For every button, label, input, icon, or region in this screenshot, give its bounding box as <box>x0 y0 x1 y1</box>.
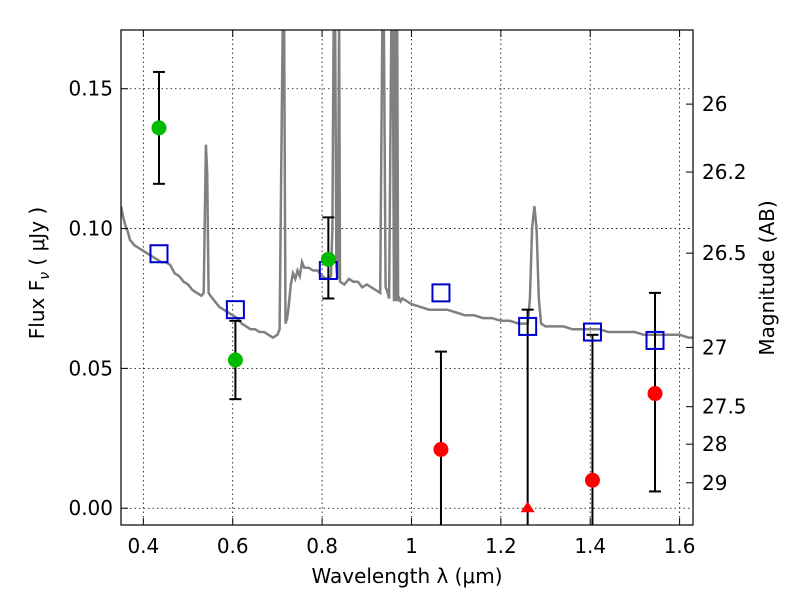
x-tick-label: 1.2 <box>485 534 517 558</box>
x-axis-ticks: 0.4 0.6 0.8 1 1.2 1.4 1.6 <box>127 30 696 558</box>
model-flux-square <box>582 322 602 342</box>
template-spectrum-line <box>121 30 693 340</box>
y-tick-label: 0.00 <box>68 496 113 520</box>
y2-tick-label: 26.5 <box>702 241 747 265</box>
model-flux-square <box>431 283 451 303</box>
y2-tick-label: 27.5 <box>702 395 747 419</box>
x-tick-label: 0.4 <box>127 534 159 558</box>
x-tick-label: 0.6 <box>217 534 249 558</box>
x-tick-label: 1 <box>405 534 418 558</box>
detected-flux-point <box>151 120 167 136</box>
y2-tick-label: 26 <box>702 92 727 116</box>
y-axis-title-main: Flux F <box>25 280 49 339</box>
detected-flux-point <box>320 251 336 267</box>
y2-tick-label: 26.2 <box>702 160 747 184</box>
grid <box>121 30 693 525</box>
y-axis-title-subscript: ν <box>37 272 53 280</box>
model-flux-square <box>645 330 665 350</box>
y-axis-title-unit: ( μJy ) <box>25 207 49 272</box>
y2-tick-label: 27 <box>702 335 727 359</box>
markers <box>149 120 665 513</box>
undetected-flux-point <box>647 386 663 402</box>
undetected-flux-point <box>433 441 449 457</box>
model-flux-square <box>518 316 538 336</box>
y-tick-label: 0.10 <box>68 217 113 241</box>
x-tick-label: 1.4 <box>574 534 606 558</box>
y-tick-label: 0.15 <box>68 77 113 101</box>
x-axis-title: Wavelength λ (μm) <box>311 564 502 588</box>
x-tick-label: 1.6 <box>664 534 696 558</box>
y2-tick-label: 28 <box>702 432 727 456</box>
undetected-flux-point <box>584 472 600 488</box>
y-tick-label: 0.05 <box>68 356 113 380</box>
y2-tick-label: 29 <box>702 471 727 495</box>
detected-flux-point <box>227 352 243 368</box>
y2-axis-ticks: 26 26.2 26.5 27 27.5 28 29 <box>686 92 747 495</box>
model-flux-square <box>225 300 245 320</box>
model-flux-square <box>149 244 169 264</box>
y-axis-ticks: 0.00 0.05 0.10 0.15 <box>68 77 128 520</box>
template-spectrum <box>121 30 693 340</box>
x-tick-label: 0.8 <box>306 534 338 558</box>
error-bars <box>152 70 662 525</box>
y-axis-title: Flux Fν ( μJy ) <box>25 207 53 339</box>
plot-frame <box>120 29 694 526</box>
y2-axis-title: Magnitude (AB) <box>755 200 779 355</box>
upper-limit-triangle <box>520 501 535 513</box>
